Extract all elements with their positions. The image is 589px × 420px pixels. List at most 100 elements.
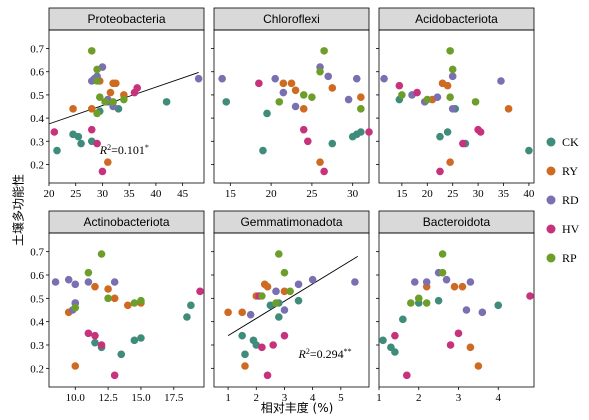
point-rd <box>71 280 80 289</box>
point-rp <box>275 250 283 258</box>
x-tick-label: 3 <box>282 392 288 404</box>
point-rd <box>344 95 353 104</box>
point-hv <box>93 139 101 148</box>
point-hv <box>391 331 399 340</box>
point-rp <box>101 98 109 106</box>
point-ry <box>291 86 300 95</box>
point-rd <box>448 105 457 113</box>
point-rp <box>95 93 104 102</box>
point-rp <box>308 93 316 102</box>
x-tick-label: 20 <box>44 188 56 200</box>
point-rd <box>478 308 487 317</box>
x-tick-label: 25 <box>306 188 318 200</box>
x-tick-label: 10.0 <box>66 392 86 404</box>
point-ry <box>466 343 475 352</box>
point-ry <box>104 285 112 293</box>
point-rp <box>93 109 101 118</box>
point-hv <box>110 371 119 380</box>
x-tick-label: 2 <box>416 392 422 404</box>
x-tick-label: 15.0 <box>131 392 151 404</box>
point-ry <box>357 93 365 102</box>
point-rp <box>438 250 447 258</box>
point-ry <box>103 158 112 166</box>
y-tick-label: 0.3 <box>30 136 44 148</box>
point-hv <box>50 128 59 136</box>
point-ck <box>130 336 139 345</box>
point-rp <box>422 299 431 307</box>
x-tick-label: 45 <box>177 188 189 200</box>
point-ck <box>525 146 533 155</box>
point-rd <box>448 72 457 81</box>
point-rd <box>351 278 359 286</box>
point-rd <box>308 275 317 284</box>
point-rd <box>497 77 505 85</box>
plot-area <box>213 232 370 388</box>
point-rp <box>446 47 454 55</box>
point-ry <box>474 362 483 370</box>
x-tick-label: 20 <box>422 188 434 200</box>
point-ck <box>259 146 267 155</box>
point-ry <box>241 362 249 370</box>
point-rp <box>93 77 101 85</box>
point-hv <box>304 137 312 146</box>
point-rd <box>291 102 300 111</box>
point-ck <box>275 313 283 321</box>
point-ry <box>287 79 296 88</box>
point-hv <box>403 371 411 380</box>
point-rd <box>110 278 119 286</box>
point-ck <box>162 98 171 106</box>
legend-label: RD <box>562 193 579 207</box>
legend-marker <box>546 253 556 263</box>
point-hv <box>258 343 266 352</box>
x-tick-label: 3 <box>456 392 462 404</box>
point-hv <box>263 371 272 380</box>
point-hv <box>84 329 93 338</box>
point-ry <box>279 79 288 88</box>
regression-line <box>227 255 358 337</box>
point-rd <box>194 74 203 83</box>
point-rp <box>446 93 454 102</box>
y-tick-label: 0.3 <box>30 340 44 352</box>
point-ck <box>443 128 452 136</box>
legend-marker <box>546 137 556 147</box>
legend-item-rp: RP <box>546 251 577 265</box>
panel-bacteroidota: Bacteroidota 1 2 3 4 <box>376 210 535 404</box>
point-hv <box>98 167 107 176</box>
point-rd <box>380 74 388 83</box>
point-rd <box>433 93 442 102</box>
point-ry <box>504 105 513 113</box>
panel-acidobacteriota: Acidobacteriota 15 20 25 30 35 40 <box>376 7 535 200</box>
point-rd <box>271 74 279 83</box>
point-rd <box>280 306 289 314</box>
panel-gemmatimonadota: Gemmatimonadota 1 2 3 4 5 R2=0.294** <box>211 210 370 404</box>
legend-label: CK <box>562 135 579 149</box>
point-hv <box>299 125 308 134</box>
panel-proteobacteria: Proteobacteria 20 25 30 35 40 45 0.2 0.3 0.4 0.5 0.… <box>30 7 205 200</box>
plot-area <box>213 29 370 184</box>
point-rp <box>423 95 432 104</box>
point-rd <box>51 278 60 286</box>
point-ck <box>399 315 407 324</box>
point-ry <box>87 105 96 113</box>
y-tick-label: 0.6 <box>30 67 44 79</box>
point-ck <box>436 132 444 141</box>
point-rp <box>414 294 423 303</box>
point-rp <box>130 299 139 307</box>
panel-title: Chloroflexi <box>263 12 320 26</box>
legend-item-ck: CK <box>546 135 579 149</box>
legend-item-ry: RY <box>546 164 578 178</box>
x-tick-label: 35 <box>498 188 510 200</box>
point-rp <box>104 294 112 303</box>
point-rd <box>466 278 475 286</box>
point-hv <box>413 88 421 97</box>
x-tick-label: 15 <box>225 188 237 200</box>
point-rp <box>84 268 93 277</box>
panel-title: Bacteroidota <box>423 215 491 229</box>
plot-area <box>48 232 205 388</box>
legend-label: RY <box>562 164 578 178</box>
r2-annotation: R2=0.101* <box>99 143 149 158</box>
x-axis-label: 相对丰度 (%) <box>261 400 334 415</box>
y-tick-label: 0.4 <box>30 113 44 125</box>
point-rd <box>218 74 226 83</box>
